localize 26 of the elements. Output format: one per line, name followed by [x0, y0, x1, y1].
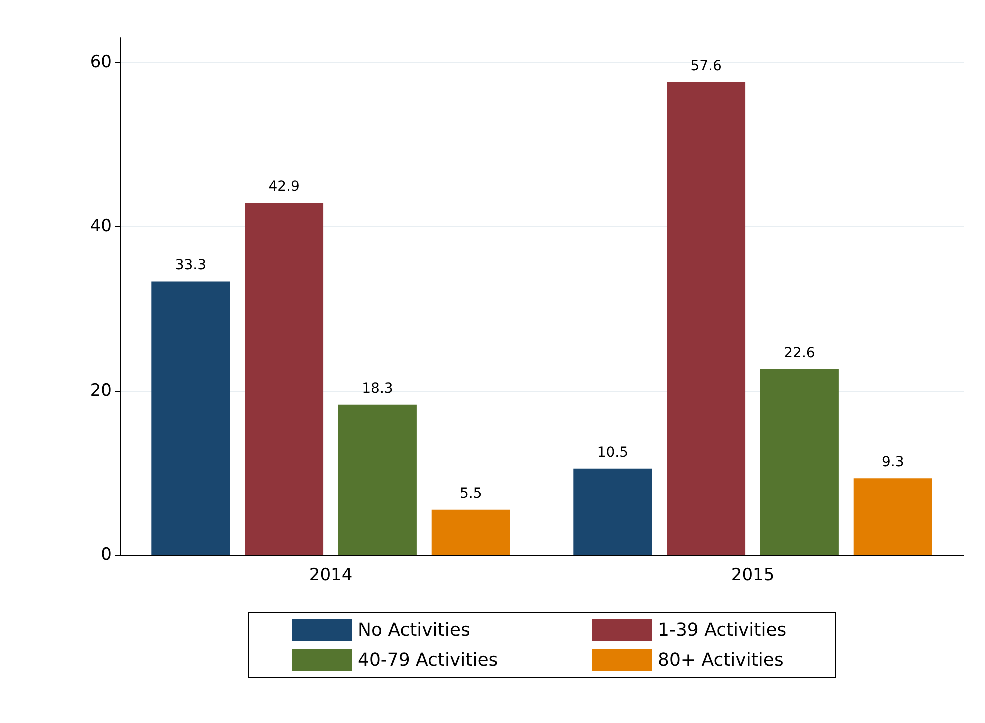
bar: [760, 370, 839, 555]
y-tick-label: 20: [90, 380, 112, 401]
bar: [574, 468, 652, 555]
bar: [667, 82, 746, 555]
data-label: 5.5: [460, 486, 482, 502]
x-tick-label: 2015: [731, 566, 775, 586]
bar: [245, 202, 324, 555]
y-tick-label: 40: [90, 216, 112, 237]
bar: [432, 510, 510, 555]
legend-label: 40-79 Activities: [358, 650, 498, 670]
bar: [854, 478, 932, 555]
bar: [338, 404, 417, 555]
data-label: 22.6: [784, 346, 816, 362]
y-tick-label: 0: [101, 545, 112, 565]
y-tick-label: 60: [90, 52, 112, 73]
data-label: 9.3: [882, 454, 904, 471]
data-label: 57.6: [690, 58, 722, 74]
data-label: 33.3: [175, 258, 206, 274]
legend-label: No Activities: [358, 620, 470, 640]
data-label: 42.9: [268, 178, 300, 195]
data-label: 10.5: [597, 444, 628, 461]
legend-label: 80+ Activities: [658, 650, 784, 670]
x-tick-label: 2014: [309, 566, 353, 586]
bar: [152, 282, 230, 555]
legend-label: 1-39 Activities: [658, 620, 787, 640]
data-label: 18.3: [362, 380, 394, 397]
